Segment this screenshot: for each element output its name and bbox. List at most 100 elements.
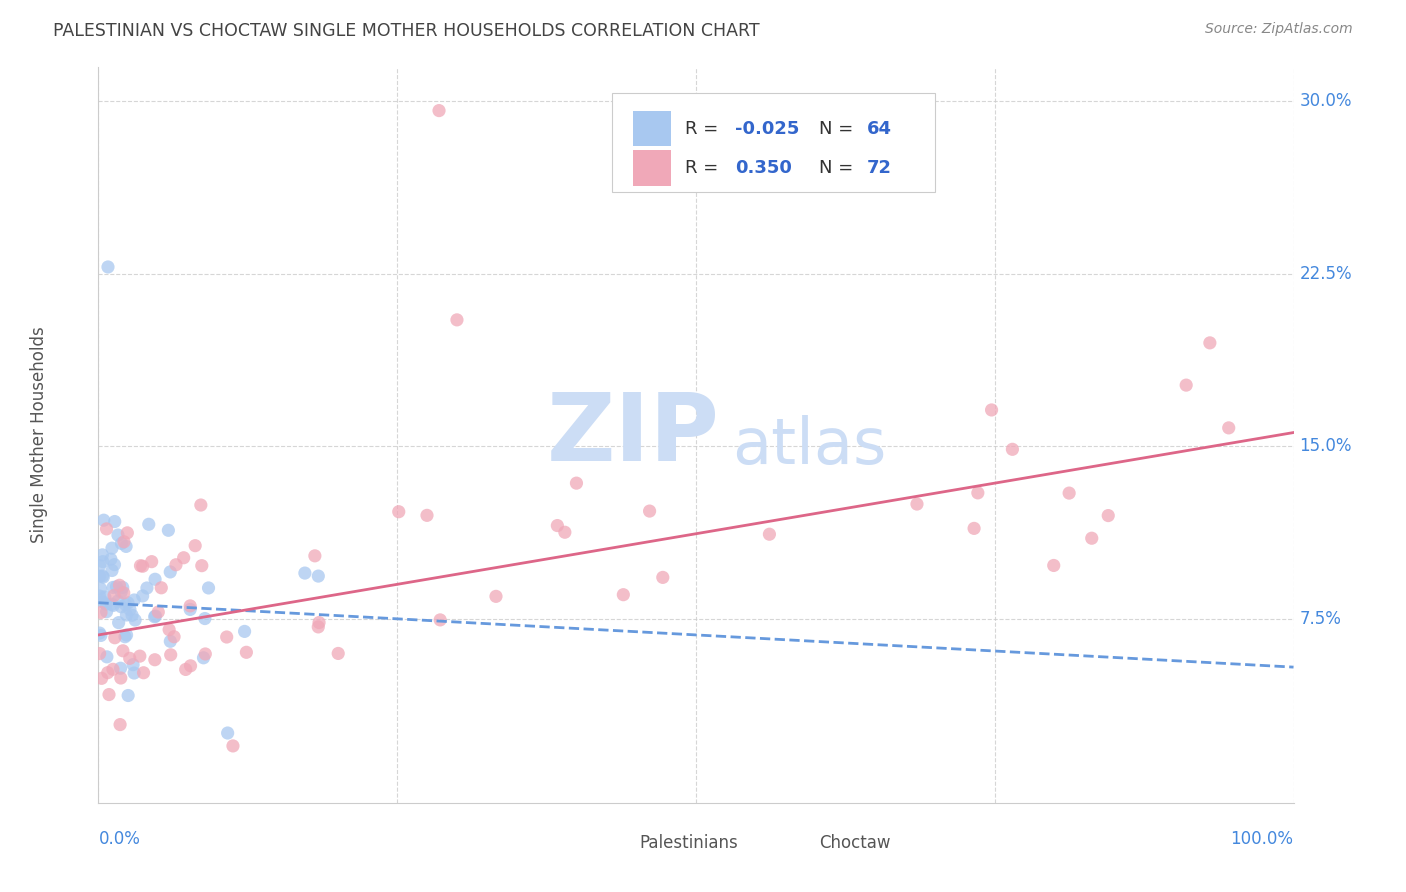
Point [388,505,411,519]
Point [1218,421,1240,435]
Point [100,597,122,611]
Point [97,260,120,274]
Point [103,589,125,603]
Point [117,596,139,610]
Point [93,570,115,584]
Point [105,580,128,594]
Text: Single Mother Households: Single Mother Households [30,326,48,543]
Point [143,609,166,624]
Text: Choctaw: Choctaw [820,834,890,852]
Text: 0.0%: 0.0% [98,830,141,848]
Point [96,605,118,619]
Point [308,615,330,630]
Point [194,611,217,625]
Point [89,626,111,640]
Point [165,558,187,572]
Point [107,594,129,608]
Point [1175,378,1198,392]
Point [429,613,451,627]
Point [94,590,117,604]
Point [90,628,112,642]
Point [222,739,245,753]
Point [235,645,257,659]
Point [104,631,127,645]
Bar [773,830,811,857]
Point [612,588,634,602]
Point [107,528,129,542]
Point [91,555,114,569]
Point [117,689,139,703]
Point [180,658,202,673]
Point [91,548,114,562]
Point [110,585,132,599]
Point [118,651,141,665]
Text: 7.5%: 7.5% [1299,610,1341,628]
Point [758,527,780,541]
Point [101,541,124,556]
Point [173,550,195,565]
Bar [633,151,671,186]
Text: 64: 64 [868,120,891,137]
Point [129,558,152,573]
Point [96,649,118,664]
Point [96,522,118,536]
Point [108,717,131,731]
Point [963,521,986,535]
Point [101,581,124,595]
Point [107,615,129,630]
Point [294,566,316,580]
Bar [595,830,633,857]
Point [546,518,568,533]
Point [905,497,928,511]
Point [179,602,201,616]
Point [193,650,215,665]
Point [122,593,145,607]
Point [565,476,588,491]
Point [132,665,155,680]
Text: R =: R = [685,120,718,137]
Text: Source: ZipAtlas.com: Source: ZipAtlas.com [1205,22,1353,37]
Point [111,581,134,595]
Point [138,517,160,532]
Point [1080,531,1102,545]
Text: 22.5%: 22.5% [1299,265,1353,283]
Point [157,524,180,538]
Point [150,581,173,595]
Point [114,630,136,644]
Point [115,540,138,554]
Point [427,103,450,118]
Point [103,599,125,613]
Point [159,565,181,579]
Text: Palestinians: Palestinians [640,834,738,852]
Point [163,630,186,644]
Point [89,569,111,583]
Text: PALESTINIAN VS CHOCTAW SINGLE MOTHER HOUSEHOLDS CORRELATION CHART: PALESTINIAN VS CHOCTAW SINGLE MOTHER HOU… [53,22,761,40]
Point [131,589,153,603]
Point [1001,442,1024,457]
Point [110,536,132,550]
Point [90,606,112,620]
Point [416,508,439,523]
Text: atlas: atlas [733,415,886,477]
Point [115,628,138,642]
Text: N =: N = [820,120,853,137]
Point [1057,486,1080,500]
Point [135,581,157,595]
Point [114,598,136,612]
Point [110,661,132,675]
Point [104,515,127,529]
Point [91,595,114,609]
Text: 30.0%: 30.0% [1299,93,1353,111]
Point [307,620,329,634]
Point [131,559,153,574]
Point [1042,558,1064,573]
Point [184,539,207,553]
Point [179,599,201,613]
Point [90,582,112,596]
Point [174,662,197,676]
Point [233,624,256,639]
Point [115,607,138,622]
Bar [633,111,671,146]
Point [112,586,135,600]
Point [1199,335,1222,350]
